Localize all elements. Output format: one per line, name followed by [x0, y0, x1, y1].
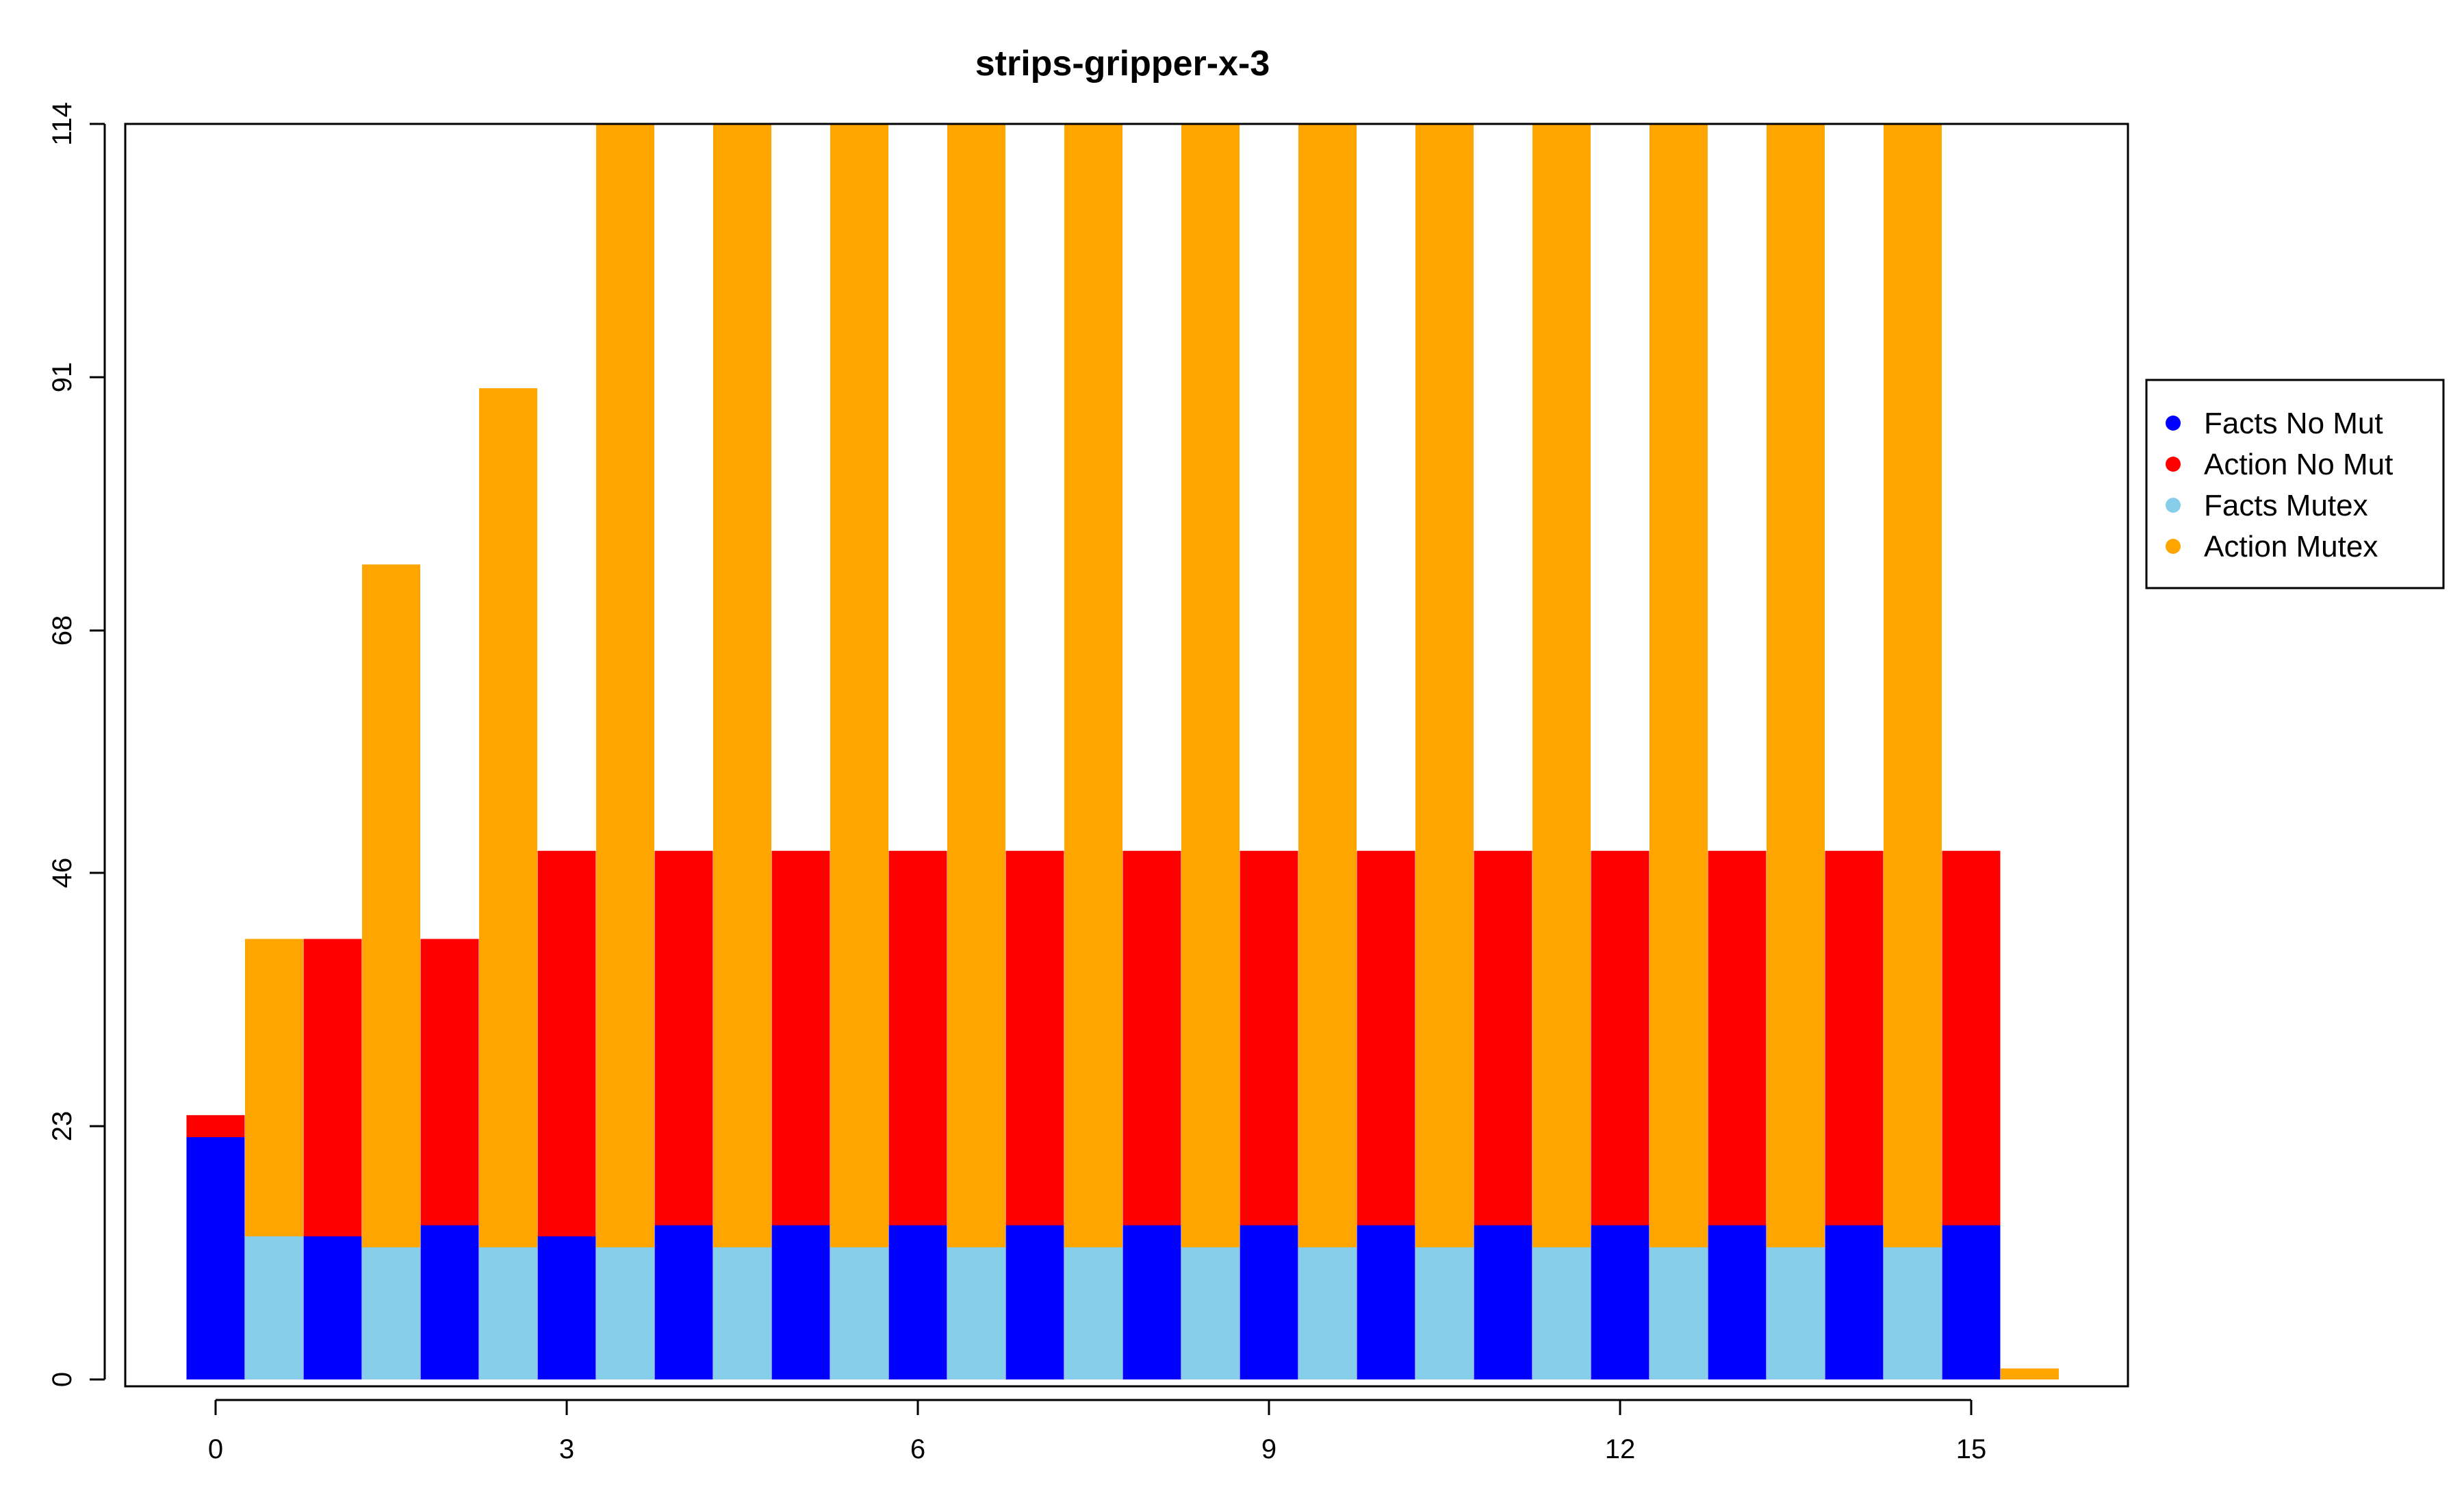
bar-facts-no-mut-16	[1122, 1225, 1181, 1379]
bar-facts-mutex-9	[713, 1247, 771, 1379]
x-tick-label-1: 3	[559, 1434, 574, 1464]
legend-marker-3	[2166, 539, 2181, 554]
chart-title: strips-gripper-x-3	[975, 44, 1270, 84]
bar-facts-no-mut-24	[1591, 1225, 1650, 1379]
bar-facts-mutex-19	[1298, 1247, 1357, 1379]
legend-marker-1	[2166, 457, 2181, 472]
bar-facts-mutex-17	[1181, 1247, 1240, 1379]
bar-action-mutex-27	[1767, 124, 1825, 1379]
bar-facts-mutex-1	[245, 1236, 303, 1379]
y-tick-label-4: 91	[47, 362, 77, 393]
bar-facts-no-mut-12	[888, 1225, 947, 1379]
legend-label-3: Action Mutex	[2204, 530, 2378, 563]
bar-action-mutex-11	[830, 124, 888, 1379]
bar-facts-mutex-25	[1650, 1247, 1708, 1379]
bar-facts-mutex-7	[596, 1247, 654, 1379]
bar-facts-mutex-23	[1532, 1247, 1591, 1379]
bar-action-mutex-31	[2001, 1368, 2059, 1379]
bar-action-mutex-5	[479, 388, 537, 1380]
bar-facts-no-mut-20	[1357, 1225, 1415, 1379]
y-tick-label-5: 114	[47, 102, 77, 146]
bar-action-mutex-9	[713, 124, 771, 1379]
legend-label-0: Facts No Mut	[2204, 407, 2383, 440]
bar-facts-no-mut-28	[1825, 1225, 1884, 1379]
bar-facts-no-mut-10	[771, 1225, 830, 1379]
legend-label-2: Facts Mutex	[2204, 489, 2368, 522]
bar-action-mutex-25	[1650, 124, 1708, 1379]
legend: Facts No Mut Action No Mut Facts Mutex Acti…	[2145, 379, 2445, 589]
bar-facts-no-mut-22	[1474, 1225, 1532, 1379]
bar-facts-no-mut-8	[654, 1225, 713, 1379]
bar-facts-no-mut-2	[303, 1236, 362, 1379]
bar-facts-no-mut-18	[1240, 1225, 1298, 1379]
bar-action-mutex-17	[1181, 124, 1240, 1379]
bar-action-mutex-3	[362, 564, 420, 1379]
x-tick-label-5: 15	[1956, 1434, 1987, 1464]
x-tick-label-2: 6	[910, 1434, 925, 1464]
y-tick-label-1: 23	[47, 1111, 77, 1142]
bar-facts-no-mut-14	[1005, 1225, 1064, 1379]
x-tick-label-0: 0	[208, 1434, 223, 1464]
x-axis: 0 3 6 9 12 15	[208, 1399, 1987, 1464]
y-axis: 0 23 46 68 91 114	[47, 102, 106, 1387]
bar-facts-mutex-27	[1767, 1247, 1825, 1379]
legend-label-1: Action No Mut	[2204, 448, 2393, 481]
bar-action-mutex-23	[1532, 124, 1591, 1379]
bar-facts-mutex-13	[947, 1247, 1005, 1379]
bar-facts-mutex-5	[479, 1247, 537, 1379]
bar-facts-no-mut-26	[1708, 1225, 1767, 1379]
bar-action-mutex-13	[947, 124, 1005, 1379]
bars-group	[186, 124, 2059, 1380]
bar-facts-mutex-3	[362, 1247, 420, 1379]
y-tick-label-3: 68	[47, 615, 77, 646]
bar-action-mutex-15	[1064, 124, 1122, 1379]
bar-facts-mutex-15	[1064, 1247, 1122, 1379]
bar-facts-mutex-11	[830, 1247, 888, 1379]
bar-facts-no-mut-0	[186, 1137, 245, 1379]
legend-box	[2145, 379, 2445, 589]
bar-action-mutex-21	[1415, 124, 1474, 1379]
bar-action-mutex-19	[1298, 124, 1357, 1379]
x-tick-label-3: 9	[1261, 1434, 1276, 1464]
legend-marker-2	[2166, 498, 2181, 513]
plot-frame	[124, 123, 2129, 1388]
bar-action-mutex-7	[596, 124, 654, 1379]
y-tick-label-0: 0	[47, 1372, 77, 1387]
x-tick-label-4: 12	[1605, 1434, 1636, 1464]
bar-action-mutex-29	[1884, 124, 1942, 1379]
legend-marker-0	[2166, 416, 2181, 431]
bar-facts-no-mut-30	[1942, 1225, 2001, 1379]
bar-facts-no-mut-4	[420, 1225, 479, 1379]
bar-facts-mutex-21	[1415, 1247, 1474, 1379]
y-tick-label-2: 46	[47, 858, 77, 889]
bar-facts-mutex-29	[1884, 1247, 1942, 1379]
bar-facts-no-mut-6	[537, 1236, 596, 1379]
